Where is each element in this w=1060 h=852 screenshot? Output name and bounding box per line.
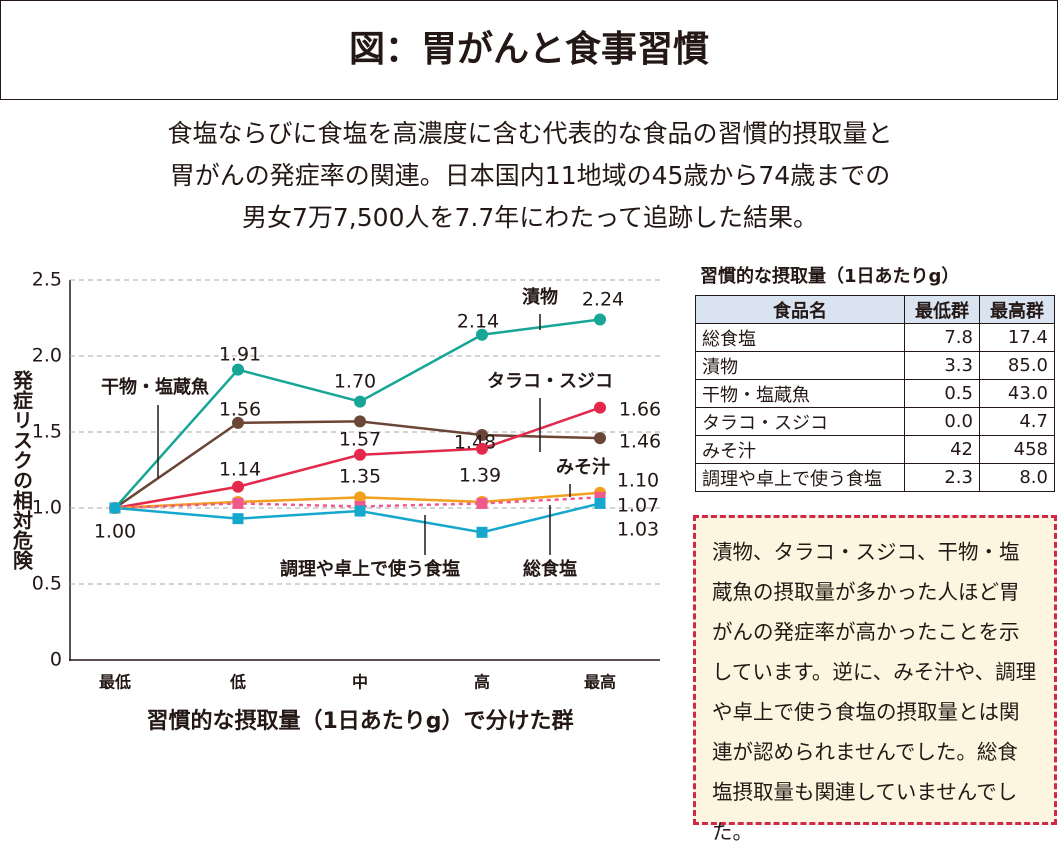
- point: [476, 442, 488, 455]
- intake-table: 食品名 最低群 最高群 総食塩 7.8 17.4 漬物 3.3 85.0 干物・塩蔵魚 0.5…: [695, 295, 1055, 492]
- value-label: 1.07: [617, 495, 659, 517]
- point: [232, 416, 244, 429]
- value-label: 1.66: [619, 399, 661, 421]
- title: 図：胃がんと食事習慣: [0, 0, 1058, 100]
- table-cell: みそ汁: [695, 435, 905, 464]
- value-label: 1.56: [219, 399, 261, 421]
- point: [594, 497, 606, 509]
- series-name: 漬物: [522, 286, 558, 308]
- table-cell: 総食塩: [695, 323, 905, 352]
- point: [232, 363, 244, 376]
- value-label: 1.00: [94, 521, 136, 543]
- table-cell: 4.7: [979, 407, 1055, 436]
- value-label: 1.14: [219, 459, 261, 481]
- y-tick-label: 1.5: [32, 421, 62, 443]
- header-row: 食品名 最低群 最高群: [695, 295, 1055, 324]
- series-name: 干物・塩蔵魚: [101, 376, 209, 398]
- value-label: 2.24: [582, 289, 624, 311]
- table-cell: 2.3: [904, 463, 980, 492]
- table-cell: 43.0: [979, 379, 1055, 408]
- table-cell: 42: [904, 435, 980, 464]
- table-cell: 8.0: [979, 463, 1055, 492]
- value-label: 1.70: [334, 371, 376, 393]
- table-cell: 3.3: [904, 351, 980, 380]
- table-row: 総食塩 7.8 17.4: [695, 323, 1055, 352]
- series-name: 総食塩: [523, 558, 577, 580]
- table-row: 調理や卓上で使う食塩 2.3 8.0: [695, 463, 1055, 492]
- point: [354, 415, 366, 428]
- point: [476, 526, 488, 538]
- table-title: 習慣的な摂取量（1日あたりg）: [700, 266, 960, 287]
- series-line: [114, 496, 601, 510]
- table-cell: 調理や卓上で使う食塩: [695, 463, 905, 492]
- point: [476, 328, 488, 341]
- table-row: 干物・塩蔵魚 0.5 43.0: [695, 379, 1055, 408]
- table-cell: 458: [979, 435, 1055, 464]
- subtitle-line: 男女7万7,500人を7.7年にわたって追跡した結果。: [242, 203, 818, 232]
- value-label: 1.91: [219, 344, 261, 366]
- value-label: 1.57: [339, 429, 381, 451]
- point: [354, 505, 366, 517]
- header-cell: 最高群: [979, 295, 1055, 324]
- table-cell: タラコ・スジコ: [695, 407, 905, 436]
- table-cell: 0.0: [904, 407, 980, 436]
- subtitle-line: 食塩ならびに食塩を高濃度に含む代表的な食品の習慣的摂取量と: [167, 119, 893, 148]
- point: [354, 491, 366, 504]
- table-row: みそ汁 42 458: [695, 435, 1055, 464]
- value-label: 2.14: [457, 311, 499, 333]
- point: [109, 502, 121, 514]
- point: [594, 401, 606, 414]
- value-label: 1.03: [617, 519, 659, 541]
- table-cell: 7.8: [904, 323, 980, 352]
- x-axis-label: 習慣的な摂取量（1日あたりg）で分けた群: [146, 708, 573, 734]
- y-tick-label: 1.0: [32, 497, 62, 519]
- header-cell: 最低群: [904, 295, 980, 324]
- point: [354, 448, 366, 461]
- subtitle-line: 胃がんの発症率の関連。日本国内11地域の45歳から74歳までの: [169, 161, 891, 190]
- table-cell: 17.4: [979, 323, 1055, 352]
- point: [232, 480, 244, 493]
- value-label: 1.35: [339, 466, 381, 488]
- x-tick-label: 最低: [99, 673, 131, 692]
- y-tick-label: 0.5: [32, 573, 62, 595]
- note: 漬物、タラコ・スジコ、干物・塩蔵魚の摂取量が多かった人ほど胃がんの発症率が高かっ…: [693, 515, 1057, 844]
- table-cell: 85.0: [979, 351, 1055, 380]
- header-cell: 食品名: [695, 295, 905, 324]
- series-name: 調理や卓上で使う食塩: [280, 558, 460, 580]
- value-label: 1.48: [454, 432, 496, 454]
- x-tick-label: 低: [229, 673, 246, 692]
- table-row: タラコ・スジコ 0.0 4.7: [695, 407, 1055, 436]
- point: [232, 513, 244, 525]
- point: [232, 497, 244, 509]
- table-cell: 漬物: [695, 351, 905, 380]
- x-tick-label: 中: [352, 673, 368, 692]
- series-name: みそ汁: [556, 456, 610, 478]
- point: [476, 429, 488, 442]
- series-name: タラコ・スジコ: [487, 371, 613, 392]
- y-tick-label: 2.5: [32, 269, 62, 291]
- point: [354, 395, 366, 408]
- y-tick-label: 0: [50, 649, 62, 671]
- value-label: 1.39: [459, 465, 501, 487]
- y-tick-label: 2.0: [32, 345, 62, 367]
- point: [594, 432, 606, 445]
- x-tick-label: 高: [474, 673, 490, 692]
- point: [594, 313, 606, 326]
- chart: 発症リスクの相対危険 習慣的な摂取量（1日あたりg）で分けた群 0 0.5 1.0 1…: [10, 269, 662, 735]
- y-axis-label: 発症リスクの相対危険: [10, 369, 34, 571]
- subtitle: 食塩ならびに食塩を高濃度に含む代表的な食品の習慣的摂取量と 胃がんの発症率の関連…: [0, 113, 1060, 239]
- x-tick-label: 最高: [584, 673, 616, 692]
- table-row: 漬物 3.3 85.0: [695, 351, 1055, 380]
- table-cell: 干物・塩蔵魚: [695, 379, 905, 408]
- point: [594, 491, 606, 503]
- point: [476, 497, 488, 509]
- value-label: 1.46: [619, 431, 661, 453]
- value-label: 1.10: [617, 470, 659, 492]
- table-cell: 0.5: [904, 379, 980, 408]
